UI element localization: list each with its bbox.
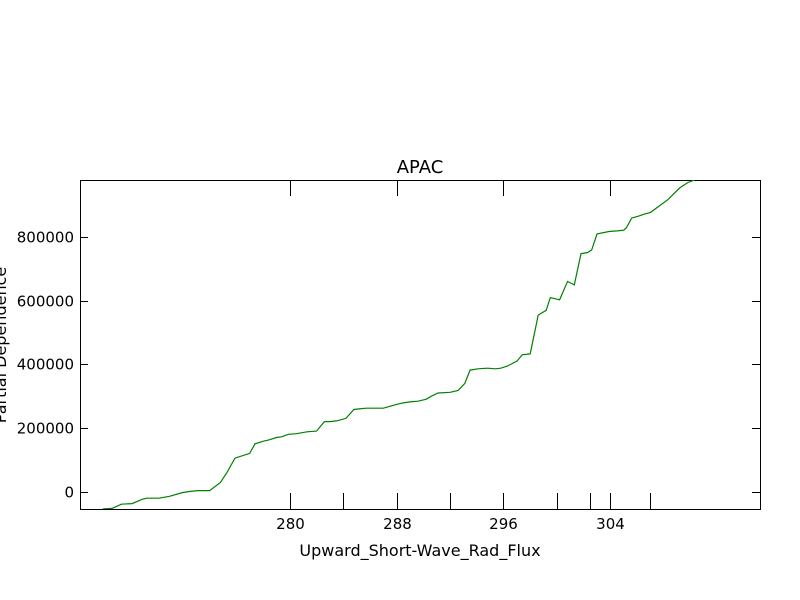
- x-tick-label: 296: [489, 515, 518, 533]
- y-tick-label: 200000: [17, 420, 74, 438]
- x-axis-ticks: 280 288 296 304: [276, 180, 651, 533]
- x-axis-label: Upward_Short-Wave_Rad_Flux: [299, 541, 540, 561]
- y-axis-ticks: 0 200000 400000 600000 800000: [17, 229, 760, 502]
- y-tick-label: 400000: [17, 356, 74, 374]
- plot-content: [102, 180, 695, 509]
- y-tick-label: 800000: [17, 229, 74, 247]
- x-tick-label: 288: [383, 515, 412, 533]
- y-tick-label: 600000: [17, 293, 74, 311]
- x-tick-label: 304: [596, 515, 625, 533]
- y-tick-label: 0: [64, 484, 74, 502]
- series-line: [102, 180, 695, 509]
- chart-title: APAC: [397, 157, 444, 178]
- plot-frame: [80, 180, 761, 510]
- y-axis-label: Partial Dependence: [0, 267, 10, 423]
- x-tick-label: 280: [276, 515, 305, 533]
